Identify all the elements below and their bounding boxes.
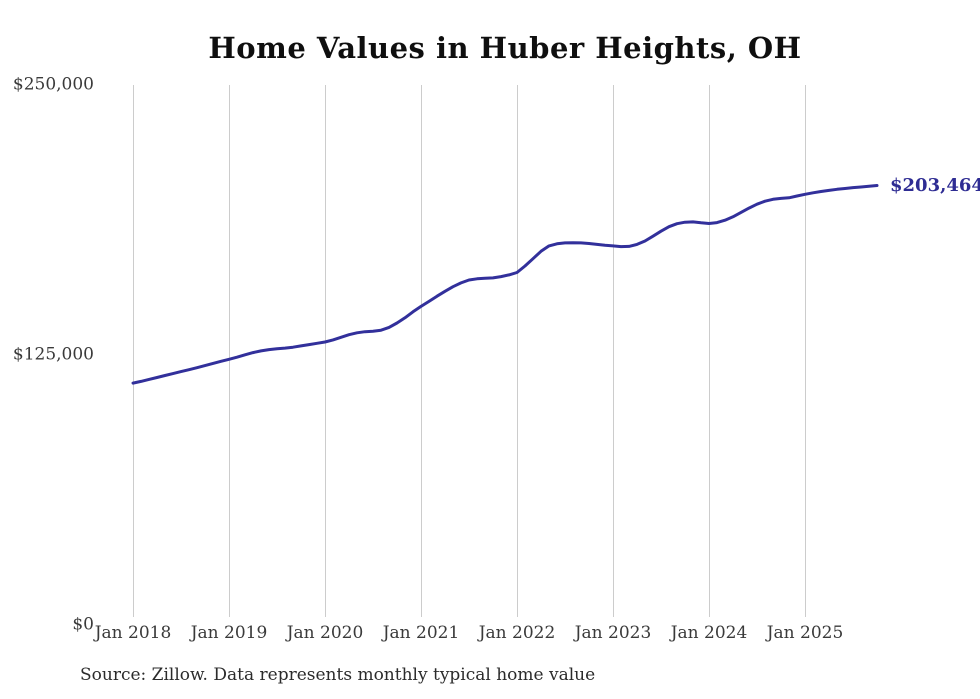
current-value-label: $203,464 (890, 174, 980, 196)
x-tick-label: Jan 2019 (190, 623, 268, 643)
y-tick-label: $0 (72, 614, 94, 635)
home-value-line (131, 184, 879, 385)
source-note: Source: Zillow. Data represents monthly … (80, 665, 596, 685)
x-tick-label: Jan 2020 (286, 623, 364, 643)
x-tick-label: Jan 2021 (382, 623, 460, 643)
y-tick-label: $125,000 (12, 344, 94, 365)
x-tick-label: Jan 2023 (574, 623, 652, 643)
x-tick-label: Jan 2025 (766, 623, 844, 643)
x-tick-label: Jan 2024 (670, 623, 748, 643)
gridlines-group (133, 85, 806, 617)
y-tick-label: $250,000 (12, 74, 94, 95)
x-tick-label: Jan 2018 (94, 623, 172, 643)
x-tick-label: Jan 2022 (478, 623, 556, 643)
chart-title: Home Values in Huber Heights, OH (208, 31, 802, 65)
